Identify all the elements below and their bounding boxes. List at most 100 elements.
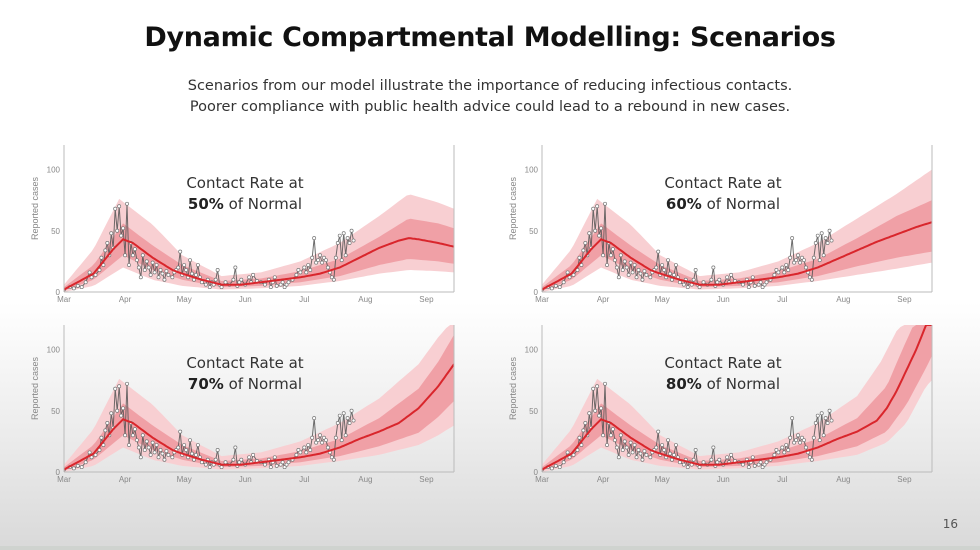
observed-point (599, 226, 604, 231)
observed-point (788, 435, 793, 440)
observed-point (215, 447, 220, 452)
observed-point (213, 277, 218, 282)
observed-point (717, 457, 722, 462)
y-axis-label: Reported cases (508, 176, 518, 240)
observed-point (644, 272, 649, 277)
observed-point (268, 285, 273, 290)
observed-point (158, 447, 163, 452)
scenario-annotation-suffix: of Normal (224, 375, 302, 393)
observed-point (322, 255, 326, 260)
observed-point (148, 452, 153, 457)
observed-point (302, 445, 307, 450)
observed-point (638, 271, 643, 276)
observed-point (764, 280, 769, 285)
observed-point (115, 228, 120, 233)
observed-point (113, 386, 118, 391)
observed-point (296, 447, 301, 452)
observed-point (634, 455, 639, 460)
observed-point (750, 455, 755, 460)
x-tick-label: Apr (597, 475, 610, 484)
observed-point (583, 421, 588, 425)
observed-point (798, 260, 802, 265)
scenario-contact-rate: 80% (666, 375, 702, 393)
observed-point (127, 263, 131, 268)
observed-point (99, 255, 104, 260)
scenario-annotation-line-1: Contact Rate at (664, 354, 781, 372)
observed-point (121, 406, 126, 411)
observed-point (282, 285, 287, 290)
y-tick-label: 0 (534, 468, 539, 477)
x-tick-label: Sep (419, 475, 434, 484)
observed-point (219, 285, 224, 290)
observed-point (154, 263, 159, 268)
observed-point (632, 443, 637, 448)
observed-point (195, 443, 200, 448)
scenario-contact-rate: 60% (666, 195, 702, 213)
observed-point (75, 283, 80, 288)
observed-point (601, 253, 606, 258)
observed-point (284, 282, 289, 287)
observed-point (636, 267, 641, 272)
outer-credible-band (64, 325, 454, 472)
observed-point (788, 255, 793, 260)
x-tick-label: Aug (836, 295, 850, 304)
observed-point (800, 435, 804, 440)
observed-point (752, 463, 757, 468)
observed-point (800, 255, 804, 260)
observed-point (105, 241, 110, 245)
observed-point (251, 452, 256, 457)
observed-point (581, 428, 586, 433)
observed-point (583, 241, 588, 245)
observed-point (758, 460, 763, 465)
observed-point (176, 265, 181, 270)
observed-point (673, 263, 678, 268)
observed-point (634, 275, 639, 280)
median-projection-line (542, 221, 932, 291)
observed-point (776, 450, 781, 455)
observed-point (549, 466, 554, 471)
observed-point (654, 265, 659, 270)
observed-point (329, 275, 334, 280)
observed-point (132, 247, 137, 252)
observed-point (99, 435, 104, 440)
observed-point (668, 271, 672, 276)
inner-credible-band (542, 325, 932, 471)
x-tick-label: Sep (897, 295, 912, 304)
observed-point (284, 462, 289, 467)
observed-point (821, 253, 826, 258)
observed-point (819, 411, 824, 416)
observed-point (184, 447, 189, 452)
observed-point (324, 438, 328, 443)
observed-point (162, 277, 167, 282)
observed-point (774, 267, 779, 272)
observed-point (325, 265, 330, 270)
y-tick-label: 50 (529, 407, 538, 416)
observed-point (164, 269, 169, 274)
observed-point (298, 450, 303, 455)
observed-point (677, 280, 682, 285)
x-tick-label: Jun (239, 475, 252, 484)
observed-point (123, 253, 128, 258)
observed-point (575, 447, 580, 452)
x-tick-label: May (177, 475, 192, 484)
observed-point (599, 406, 604, 411)
observed-point (304, 450, 309, 455)
observed-point (308, 267, 313, 272)
observed-point (113, 206, 118, 211)
y-axis-label: Reported cases (30, 356, 40, 420)
plot-area (542, 325, 932, 472)
x-tick-label: Mar (57, 295, 71, 304)
x-tick-label: Apr (597, 295, 610, 304)
observed-point (87, 450, 92, 455)
observed-point (194, 452, 198, 457)
observed-point (320, 440, 324, 445)
observed-point (782, 270, 787, 275)
observed-point (802, 438, 806, 443)
inner-credible-band (542, 200, 932, 291)
observed-point (188, 438, 193, 443)
observed-point (316, 438, 321, 443)
observed-point (349, 228, 354, 233)
scenario-annotation-suffix: of Normal (702, 195, 780, 213)
scenario-contact-rate: 70% (188, 375, 224, 393)
observed-point (314, 440, 319, 445)
